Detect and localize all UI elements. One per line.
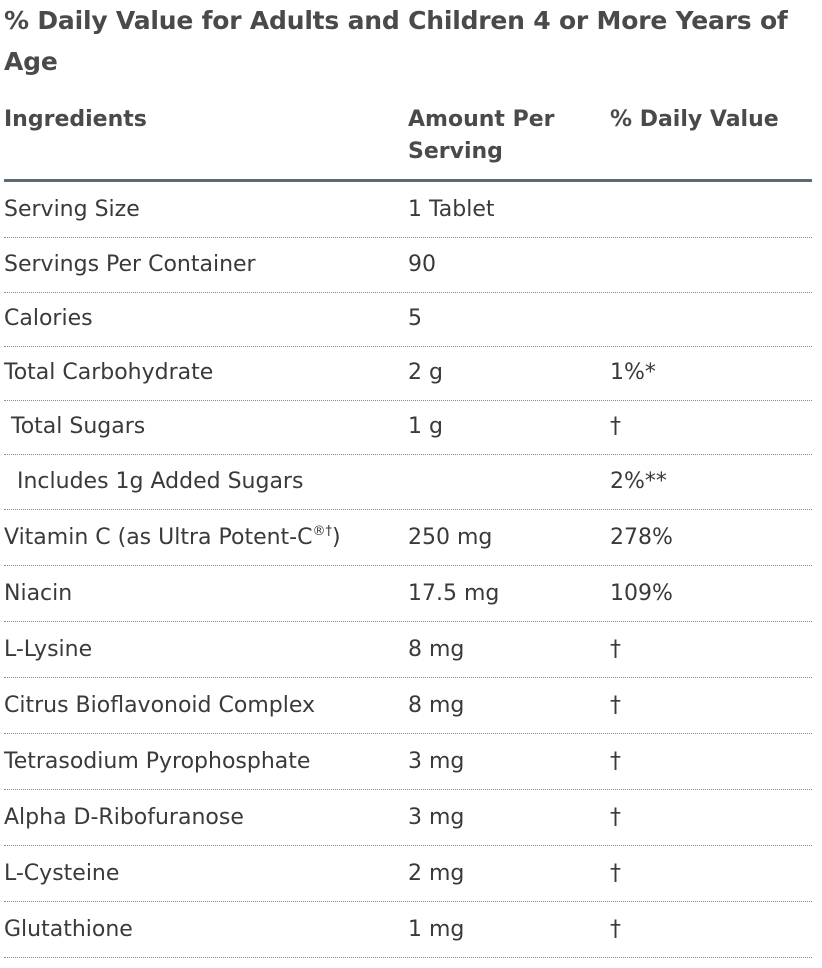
ingredient-daily-value: 1%* [610,360,656,385]
ingredient-amount: 17.5 mg [408,581,500,606]
ingredient-name: L-Lysine [4,637,93,662]
ingredient-name: Citrus Bioflavonoid Complex [4,693,315,718]
ingredient-daily-value: † [610,917,621,942]
header-divider [4,179,812,182]
table-row: Total Carbohydrate 2 g 1%* [4,345,812,401]
table-row: Vitamin C (as Ultra Potent-C®†) 250 mg 2… [4,510,812,566]
ingredient-daily-value: † [610,414,621,439]
column-header-amount: Amount Per Serving [408,107,555,164]
ingredient-name: Alpha D-Ribofuranose [4,805,244,830]
table-row: Serving Size 1 Tablet [4,182,812,238]
ingredient-daily-value: † [610,637,621,662]
ingredient-name: Niacin [4,581,73,606]
ingredient-name: Tetrasodium Pyrophosphate [4,749,311,774]
ingredient-amount: 1 Tablet [408,197,495,222]
table-row: L-Cysteine 2 mg † [4,846,812,902]
table-row: Glutathione 1 mg † [4,902,812,958]
ingredient-name-superscript: ®† [312,524,332,539]
ingredient-amount: 5 [408,306,422,331]
ingredient-name: Total Sugars [11,414,146,439]
ingredient-daily-value: 2%** [610,469,667,494]
column-header-daily-value: % Daily Value [610,107,779,132]
table-row: Tetrasodium Pyrophosphate 3 mg † [4,734,812,790]
table-title: % Daily Value for Adults and Children 4 … [4,6,788,76]
table-row: Total Sugars 1 g † [4,399,812,455]
ingredient-amount: 2 g [408,360,443,385]
ingredient-name: Total Carbohydrate [4,360,214,385]
ingredient-name-suffix: ) [331,525,341,550]
ingredient-amount: 90 [408,252,436,277]
ingredient-amount: 250 mg [408,525,493,550]
ingredient-amount: 2 mg [408,861,465,886]
table-row: Servings Per Container 90 [4,237,812,293]
ingredient-name: Includes 1g Added Sugars [17,469,304,494]
ingredient-daily-value: † [610,805,621,830]
table-row: Alpha D-Ribofuranose 3 mg † [4,790,812,846]
ingredient-amount: 3 mg [408,805,465,830]
ingredient-daily-value: † [610,749,621,774]
ingredient-daily-value: † [610,861,621,886]
table-row: Citrus Bioflavonoid Complex 8 mg † [4,678,812,734]
ingredient-amount: 1 mg [408,917,465,942]
ingredient-name: L-Cysteine [4,861,120,886]
ingredient-amount: 8 mg [408,637,465,662]
ingredient-name: Vitamin C (as Ultra Potent-C [4,525,313,550]
ingredient-amount: 3 mg [408,749,465,774]
table-row: Calories 5 [4,291,812,347]
ingredient-name-group: Vitamin C (as Ultra Potent-C®†) [4,510,341,565]
table-row: Includes 1g Added Sugars 2%** [4,454,812,510]
table-row: Niacin 17.5 mg 109% [4,566,812,622]
ingredient-daily-value: 278% [610,525,673,550]
ingredient-name: Servings Per Container [4,252,256,277]
ingredient-name: Calories [4,306,93,331]
ingredient-amount: 1 g [408,414,443,439]
ingredient-name: Glutathione [4,917,133,942]
ingredient-daily-value: † [610,693,621,718]
table-row: L-Lysine 8 mg † [4,622,812,678]
ingredient-name: Serving Size [4,197,140,222]
ingredient-daily-value: 109% [610,581,673,606]
ingredient-amount: 8 mg [408,693,465,718]
column-header-ingredients: Ingredients [4,107,147,132]
